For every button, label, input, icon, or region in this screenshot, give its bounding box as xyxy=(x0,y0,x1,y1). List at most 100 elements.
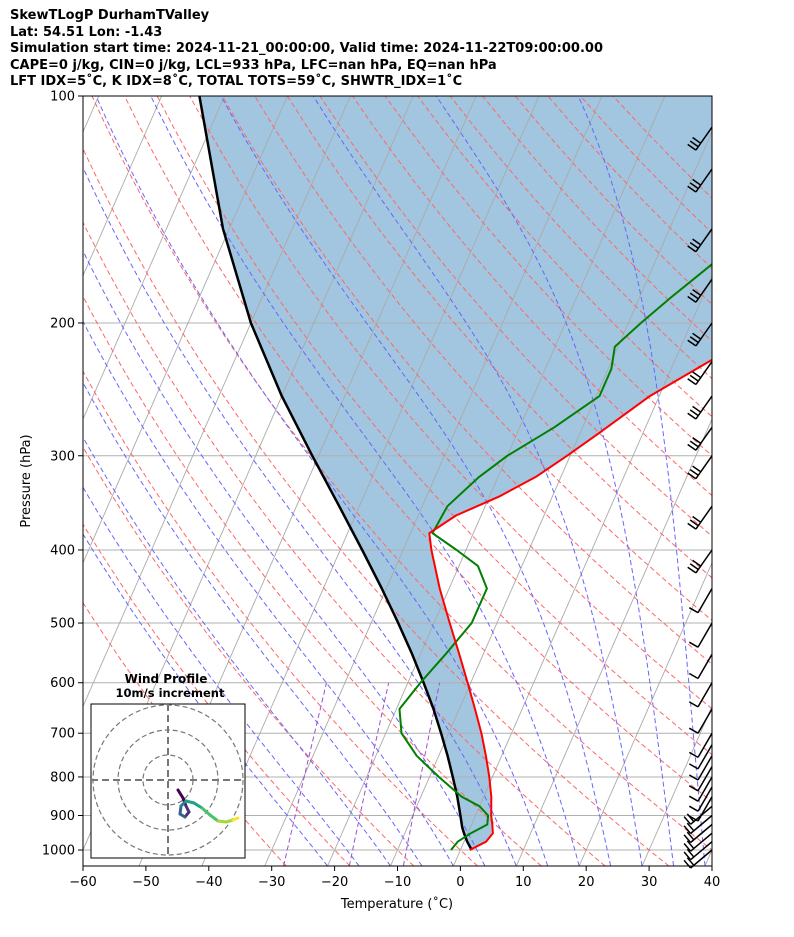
barb-feather xyxy=(692,371,702,379)
barb-feather xyxy=(687,566,697,574)
y-tick-label: 400 xyxy=(50,543,75,558)
y-tick-label: 300 xyxy=(50,449,75,464)
barb-feather xyxy=(688,774,699,781)
barb-feather xyxy=(687,339,697,347)
hodograph-inset: Wind Profile 10m/s increment xyxy=(90,672,246,859)
barb-staff xyxy=(697,732,713,758)
barb-feather xyxy=(689,409,699,417)
hodograph-title: Wind Profile xyxy=(125,672,208,686)
y-tick-label: 500 xyxy=(50,617,75,632)
barb-staff xyxy=(697,588,713,614)
profile-series-layer xyxy=(198,96,712,851)
barb-staff xyxy=(697,776,713,802)
wind-barb xyxy=(688,786,713,812)
moist-adiabat-line xyxy=(435,96,675,866)
barb-feather xyxy=(688,815,699,822)
wind-barb xyxy=(688,796,713,822)
isotherm-line xyxy=(83,96,225,421)
barb-feather xyxy=(692,178,702,186)
x-tick-label: 20 xyxy=(578,875,595,890)
title-station: SkewTLogP DurhamTValley xyxy=(10,8,210,23)
barb-feather xyxy=(689,468,699,476)
barb-staff xyxy=(697,786,713,812)
isotherm-line xyxy=(641,705,712,866)
x-tick-label: 30 xyxy=(641,875,658,890)
barb-feather xyxy=(688,672,699,680)
wind-barb xyxy=(683,832,713,852)
y-tick-label: 200 xyxy=(50,316,75,331)
dewpoint-line xyxy=(398,262,712,851)
barb-feather xyxy=(689,182,699,190)
barb-feather xyxy=(688,751,699,759)
barb-feather xyxy=(688,607,699,614)
y-tick-label: 100 xyxy=(50,90,75,105)
wind-barb xyxy=(688,744,713,770)
wind-barb xyxy=(687,505,713,530)
barb-feather xyxy=(686,822,695,832)
dry-adiabat-line xyxy=(83,295,542,866)
dry-adiabat-line xyxy=(83,523,351,866)
dry-adiabat-line xyxy=(83,446,415,866)
x-tick-label: −40 xyxy=(195,875,222,890)
moist-adiabat-line xyxy=(150,96,580,866)
isotherm-line xyxy=(83,96,351,708)
barb-feather xyxy=(686,857,695,866)
barb-feather xyxy=(688,727,699,734)
barb-feather xyxy=(688,701,699,708)
wind-barb xyxy=(688,708,713,734)
moist-adiabat-line xyxy=(83,320,454,866)
y-axis-label: Pressure (hPa) xyxy=(19,434,34,527)
y-tick-label: 700 xyxy=(50,727,75,742)
wind-barb xyxy=(683,841,713,861)
wind-barbs xyxy=(683,126,713,869)
dry-adiabat-line xyxy=(254,96,712,622)
barb-feather xyxy=(683,843,692,852)
dry-adiabat-line xyxy=(83,370,478,866)
barb-feather xyxy=(688,763,699,770)
barb-feather xyxy=(686,813,695,823)
hodograph-trace xyxy=(176,788,185,800)
moist-adiabat-line xyxy=(83,381,423,866)
x-tick-label: −30 xyxy=(258,875,285,890)
x-tick-label: 0 xyxy=(456,875,464,890)
isotherm-line xyxy=(83,96,163,277)
moist-adiabat-line xyxy=(83,249,486,866)
barb-feather xyxy=(687,143,697,151)
cape-fill-layer xyxy=(199,96,712,850)
barb-feather xyxy=(692,559,702,567)
x-tick-label: −20 xyxy=(321,875,348,890)
y-tick-label: 600 xyxy=(50,676,75,691)
barb-staff xyxy=(697,766,713,792)
barb-feather xyxy=(692,436,702,445)
hodograph-plot xyxy=(91,704,245,858)
barb-feather xyxy=(689,519,699,527)
hodograph-trace xyxy=(200,806,212,817)
title-location: Lat: 54.51 Lon: -1.43 xyxy=(10,24,163,40)
wind-barb xyxy=(688,682,713,708)
barb-feather xyxy=(687,378,697,386)
isotherm-line xyxy=(327,96,666,866)
y-tick-label: 800 xyxy=(50,770,75,785)
barb-feather xyxy=(687,185,697,193)
wind-barb xyxy=(688,732,713,759)
wind-barb xyxy=(688,766,713,792)
barb-staff xyxy=(690,841,713,861)
hodograph-trace xyxy=(192,801,204,810)
wind-barb xyxy=(687,322,713,347)
title-times: Simulation start time: 2024-11-21_00:00:… xyxy=(10,41,603,56)
wind-barb xyxy=(688,588,713,614)
chart-header: SkewTLogP DurhamTValley Lat: 54.51 Lon: … xyxy=(10,8,603,91)
dry-adiabat-line xyxy=(156,96,712,756)
barb-staff xyxy=(690,823,713,844)
wind-barb xyxy=(687,455,713,480)
barb-staff xyxy=(690,849,713,869)
wind-barb xyxy=(687,549,713,574)
barb-staff xyxy=(697,682,713,708)
wind-barb xyxy=(688,755,713,781)
barb-feather xyxy=(692,332,702,340)
barb-feather xyxy=(688,805,699,812)
wind-barb xyxy=(687,278,713,303)
barb-feather xyxy=(692,465,702,473)
x-tick-label: 10 xyxy=(515,875,532,890)
moist-adiabat-line xyxy=(312,96,643,866)
